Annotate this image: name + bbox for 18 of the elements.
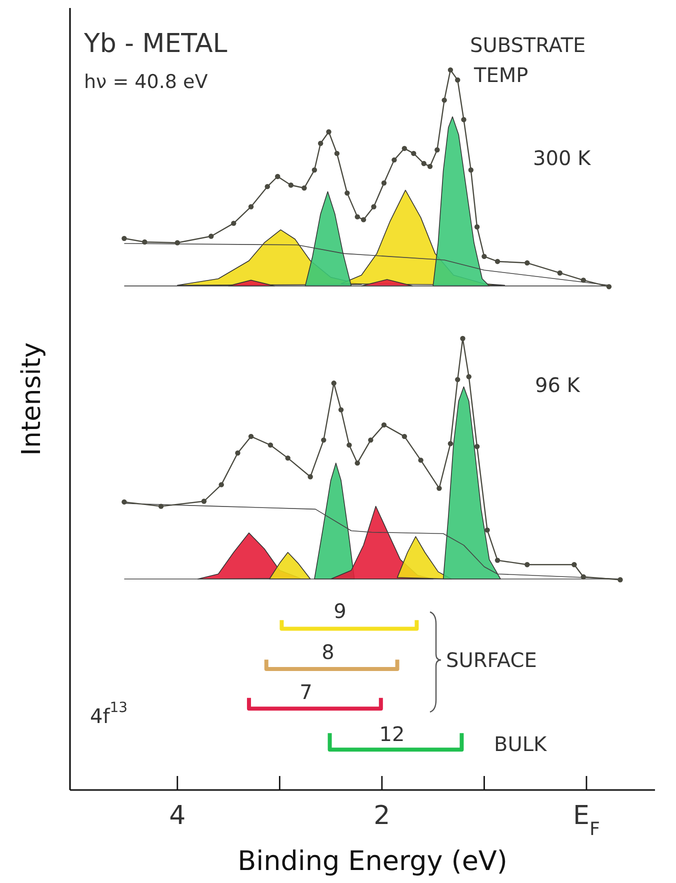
chart-title: Yb - METAL: [83, 29, 228, 59]
annotation: 8: [322, 640, 334, 664]
annotation: SURFACE: [446, 648, 537, 672]
x-tick-label: 4: [169, 801, 186, 831]
annotation: 300 K: [533, 146, 592, 170]
x-tick-label: E$_{F}$: [573, 801, 600, 840]
chart-subtitle: hν = 40.8 eV: [84, 71, 208, 93]
annotation: 12: [379, 722, 405, 746]
annotation: 96 K: [535, 373, 581, 397]
annotation: TEMP: [473, 63, 528, 87]
y-axis-title: Intensity: [17, 342, 47, 456]
x-axis-title: Binding Energy (eV): [238, 846, 508, 877]
annotation: 9: [334, 599, 346, 623]
annotation: BULK: [494, 732, 548, 756]
x-tick-label: 2: [374, 801, 390, 831]
annotation: 4f$^{13}$: [90, 700, 128, 728]
annotation: 7: [300, 680, 312, 704]
text: SUBSTRATE: [470, 33, 586, 57]
